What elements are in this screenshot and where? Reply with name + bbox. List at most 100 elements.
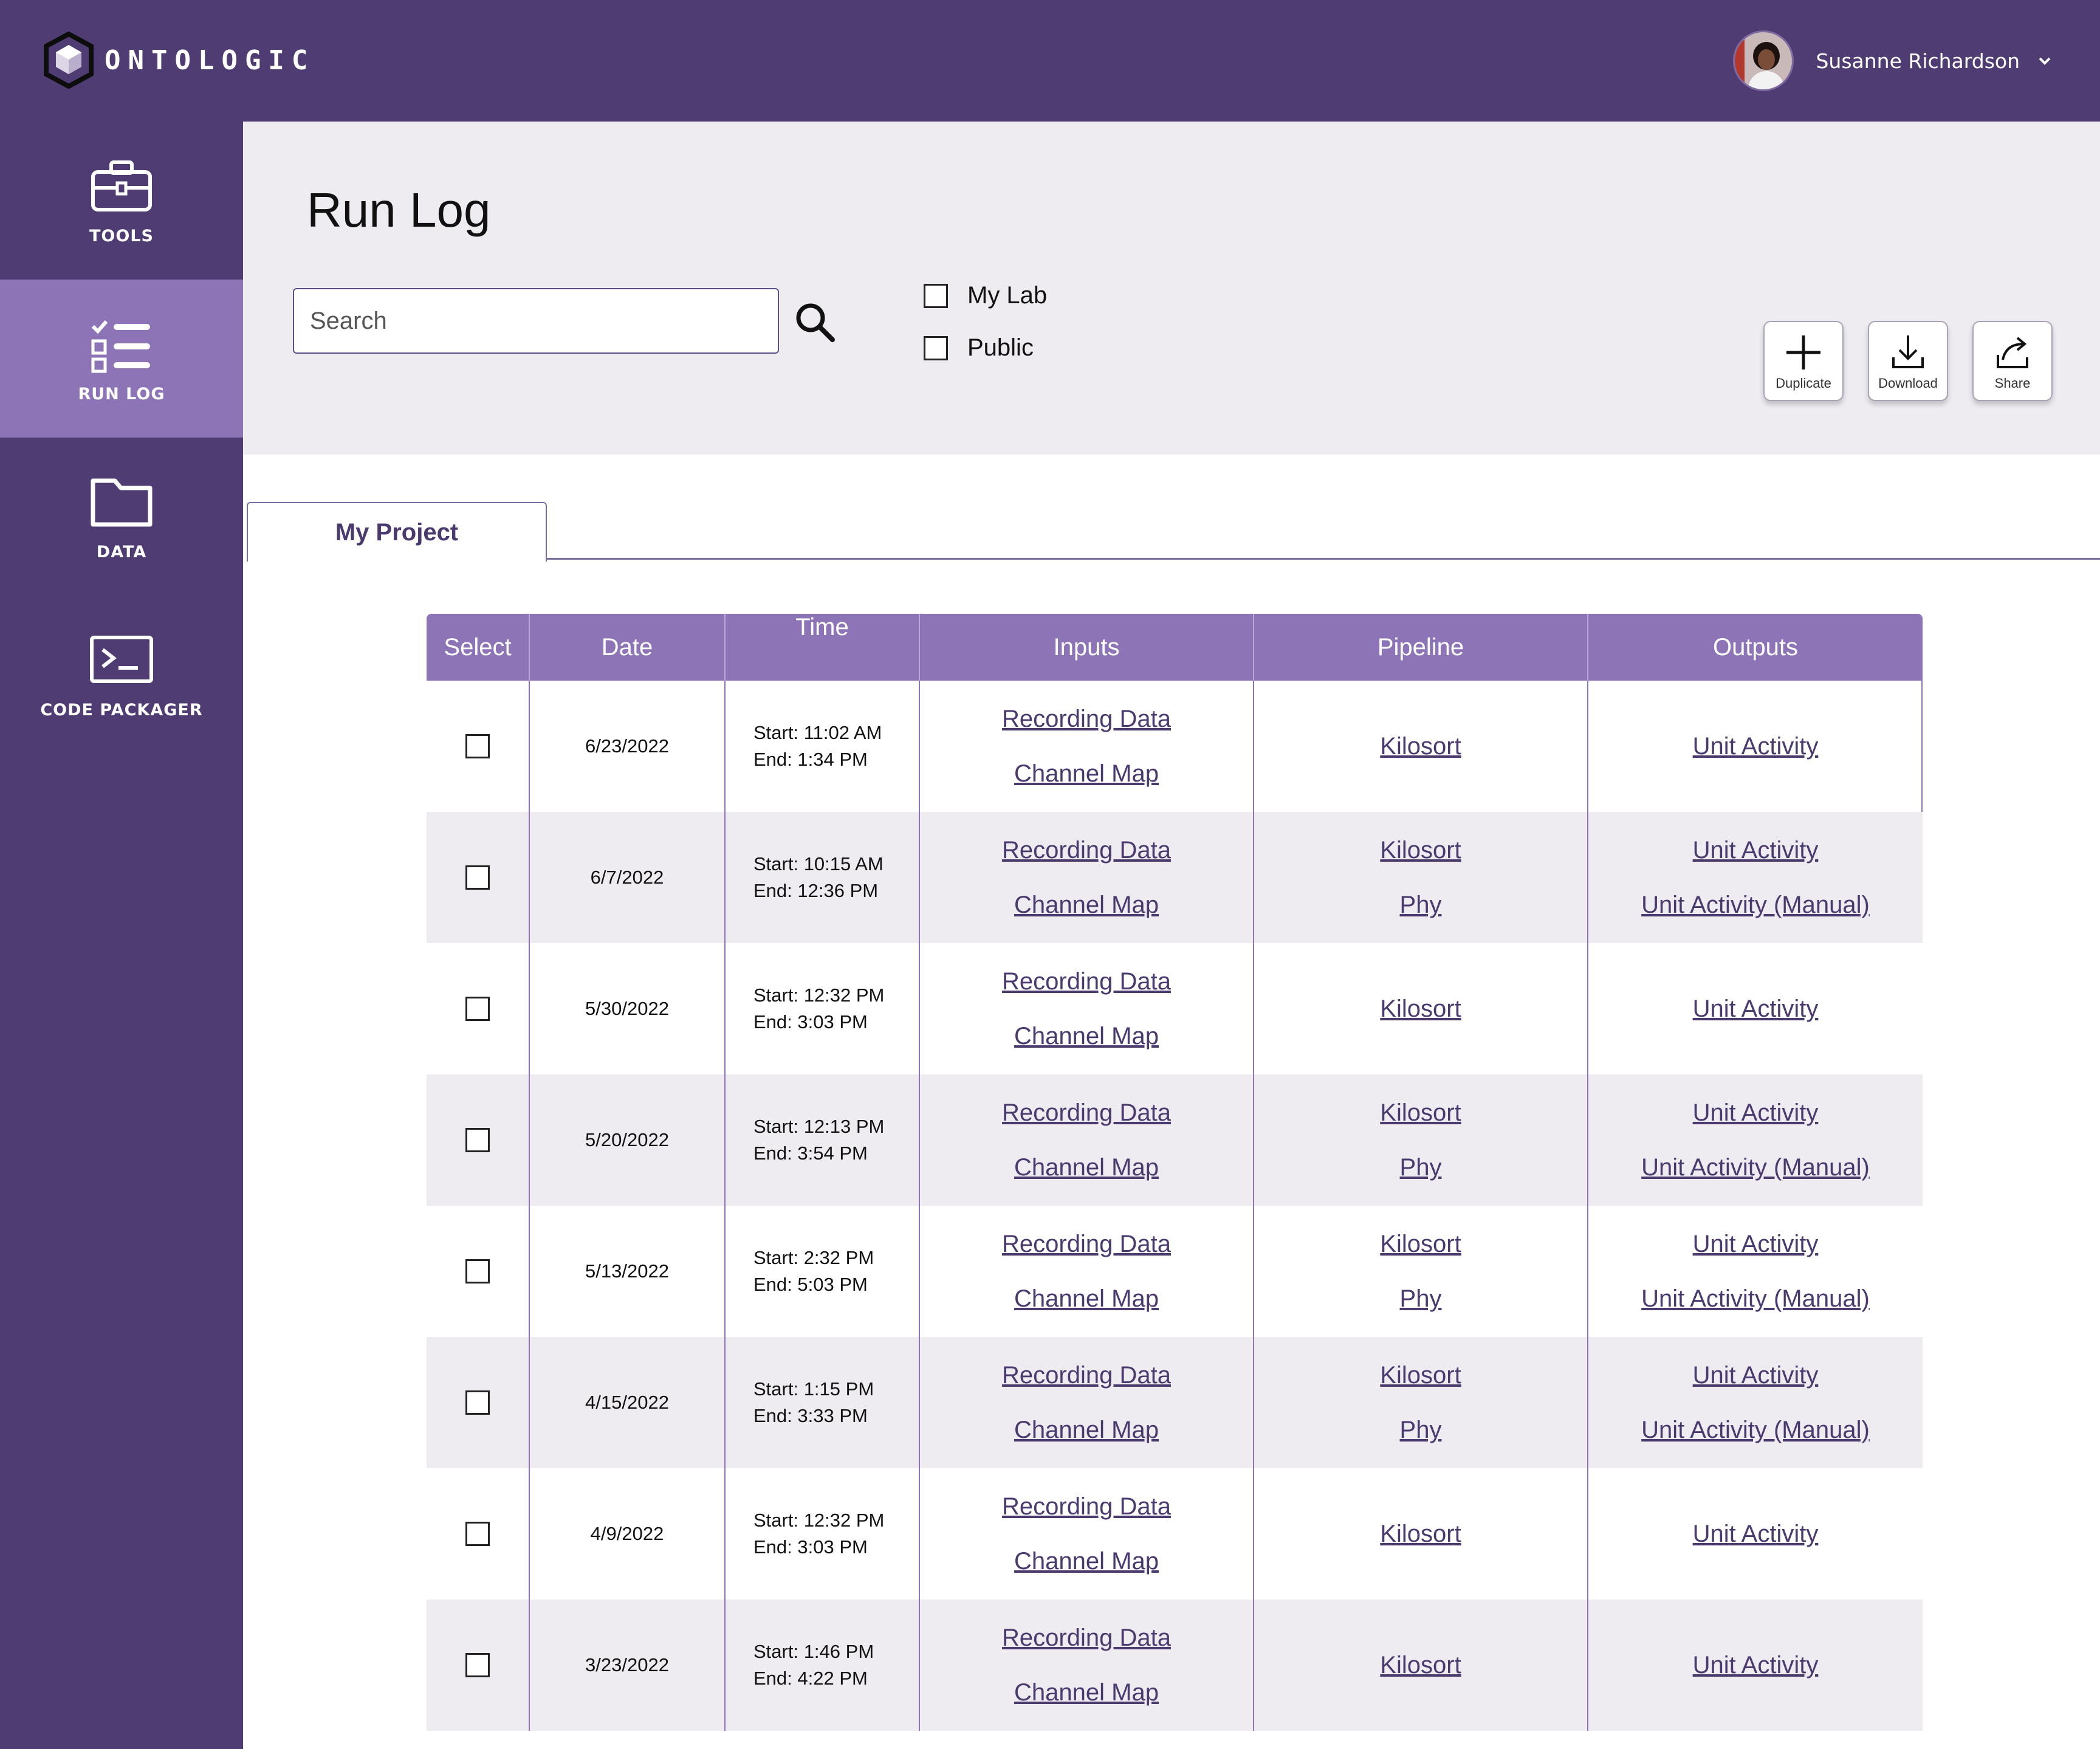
pipeline-link[interactable]: Kilosort <box>1380 1652 1461 1679</box>
outputs-link[interactable]: Unit Activity <box>1692 1362 1819 1389</box>
terminal-icon <box>90 635 153 683</box>
folder-icon <box>91 478 153 526</box>
select-cell <box>427 812 530 943</box>
sidebar-item-tools[interactable]: TOOLS <box>0 122 243 280</box>
brand-logo[interactable]: ONTOLOGIC <box>43 32 315 89</box>
row-select-checkbox[interactable] <box>465 1128 490 1152</box>
pipeline-link[interactable]: Kilosort <box>1380 1362 1461 1389</box>
inputs-cell: Recording Data Channel Map <box>920 1468 1254 1600</box>
pipeline-link[interactable]: Kilosort <box>1380 1520 1461 1547</box>
inputs-link[interactable]: Recording Data <box>1002 1362 1171 1389</box>
time-cell: Start: 12:13 PM End: 3:54 PM <box>726 1074 920 1206</box>
outputs-link[interactable]: Unit Activity (Manual) <box>1641 1417 1870 1443</box>
download-button[interactable]: Download <box>1868 321 1948 401</box>
pipeline-link[interactable]: Kilosort <box>1380 1231 1461 1257</box>
sidebar-item-run-log[interactable]: RUN LOG <box>0 280 243 438</box>
inputs-cell: Recording Data Channel Map <box>920 943 1254 1074</box>
my-lab-checkbox[interactable] <box>924 283 948 308</box>
inputs-cell: Recording Data Channel Map <box>920 812 1254 943</box>
outputs-link[interactable]: Unit Activity (Manual) <box>1641 1154 1870 1181</box>
table-header: Select Date Time Inputs Pipeline Outputs <box>427 614 1923 681</box>
pipeline-link[interactable]: Phy <box>1399 892 1442 918</box>
filter-my-lab[interactable]: My Lab <box>924 282 1047 309</box>
date-cell: 5/30/2022 <box>530 943 726 1074</box>
sidebar-item-label: DATA <box>96 542 147 562</box>
column-header-outputs[interactable]: Outputs <box>1712 633 1799 661</box>
page-header: Run Log My Lab Public Duplicate Download <box>243 122 2100 455</box>
sidebar: TOOLS RUN LOG DATA CODE PACKAGER <box>0 122 243 1749</box>
row-select-checkbox[interactable] <box>465 1653 490 1677</box>
run-end-time: End: 1:34 PM <box>753 749 868 770</box>
inputs-link[interactable]: Channel Map <box>1014 1548 1159 1575</box>
outputs-link[interactable]: Unit Activity <box>1692 733 1819 760</box>
inputs-link[interactable]: Channel Map <box>1014 1417 1159 1443</box>
outputs-link[interactable]: Unit Activity (Manual) <box>1641 892 1870 918</box>
pipeline-link[interactable]: Kilosort <box>1380 733 1461 760</box>
column-header-select[interactable]: Select <box>427 614 530 681</box>
search-icon[interactable] <box>794 301 836 343</box>
row-select-checkbox[interactable] <box>465 1390 490 1415</box>
inputs-link[interactable]: Recording Data <box>1002 1493 1171 1520</box>
inputs-link[interactable]: Recording Data <box>1002 706 1171 732</box>
user-name[interactable]: Susanne Richardson <box>1816 49 2020 73</box>
column-header-pipeline[interactable]: Pipeline <box>1254 614 1588 681</box>
tab-my-project[interactable]: My Project <box>247 502 547 562</box>
inputs-link[interactable]: Recording Data <box>1002 837 1171 864</box>
outputs-cell: Unit Activity Unit Activity (Manual) <box>1588 1074 1923 1206</box>
run-end-time: End: 5:03 PM <box>753 1274 868 1295</box>
pipeline-link[interactable]: Kilosort <box>1380 1099 1461 1126</box>
outputs-link[interactable]: Unit Activity <box>1692 1520 1819 1547</box>
run-end-time: End: 3:03 PM <box>753 1536 868 1558</box>
user-menu[interactable]: Susanne Richardson <box>1733 30 2051 91</box>
brand-name: ONTOLOGIC <box>105 44 315 76</box>
pipeline-link[interactable]: Phy <box>1399 1417 1442 1443</box>
inputs-link[interactable]: Channel Map <box>1014 1679 1159 1706</box>
row-select-checkbox[interactable] <box>465 1522 490 1546</box>
pipeline-link[interactable]: Phy <box>1399 1285 1442 1312</box>
outputs-link[interactable]: Unit Activity <box>1692 1099 1819 1126</box>
row-select-checkbox[interactable] <box>465 1259 490 1283</box>
inputs-link[interactable]: Recording Data <box>1002 1624 1171 1651</box>
share-button[interactable]: Share <box>1972 321 2053 401</box>
date-cell: 6/23/2022 <box>530 681 726 812</box>
inputs-link[interactable]: Channel Map <box>1014 760 1159 787</box>
time-cell: Start: 2:32 PM End: 5:03 PM <box>726 1206 920 1337</box>
run-date: 4/15/2022 <box>585 1392 669 1413</box>
run-end-time: End: 4:22 PM <box>753 1668 868 1689</box>
outputs-link[interactable]: Unit Activity (Manual) <box>1641 1285 1870 1312</box>
share-label: Share <box>1994 376 2031 391</box>
sidebar-item-code-packager[interactable]: CODE PACKAGER <box>0 596 243 754</box>
filter-public[interactable]: Public <box>924 334 1034 362</box>
inputs-link[interactable]: Channel Map <box>1014 892 1159 918</box>
pipeline-link[interactable]: Kilosort <box>1380 995 1461 1022</box>
run-date: 6/7/2022 <box>590 867 664 888</box>
time-cell: Start: 12:32 PM End: 3:03 PM <box>726 943 920 1074</box>
outputs-cell: Unit Activity Unit Activity (Manual) <box>1588 1206 1923 1337</box>
column-header-time[interactable]: Time <box>726 614 920 681</box>
outputs-link[interactable]: Unit Activity <box>1692 1652 1819 1679</box>
inputs-link[interactable]: Recording Data <box>1002 968 1171 995</box>
column-header-date[interactable]: Date <box>530 614 726 681</box>
chevron-down-icon[interactable] <box>2038 54 2051 67</box>
download-label: Download <box>1878 376 1938 391</box>
outputs-link[interactable]: Unit Activity <box>1692 837 1819 864</box>
sidebar-item-data[interactable]: DATA <box>0 438 243 596</box>
outputs-link[interactable]: Unit Activity <box>1692 1231 1819 1257</box>
inputs-link[interactable]: Channel Map <box>1014 1285 1159 1312</box>
duplicate-button[interactable]: Duplicate <box>1763 321 1844 401</box>
pipeline-link[interactable]: Kilosort <box>1380 837 1461 864</box>
outputs-link[interactable]: Unit Activity <box>1692 995 1819 1022</box>
pipeline-link[interactable]: Phy <box>1399 1154 1442 1181</box>
row-select-checkbox[interactable] <box>465 997 490 1021</box>
row-select-checkbox[interactable] <box>465 865 490 890</box>
search-input[interactable] <box>293 288 779 354</box>
avatar[interactable] <box>1733 30 1794 91</box>
inputs-link[interactable]: Channel Map <box>1014 1023 1159 1050</box>
inputs-link[interactable]: Recording Data <box>1002 1099 1171 1126</box>
inputs-link[interactable]: Recording Data <box>1002 1231 1171 1257</box>
inputs-link[interactable]: Channel Map <box>1014 1154 1159 1181</box>
column-header-inputs[interactable]: Inputs <box>920 614 1254 681</box>
public-checkbox[interactable] <box>924 335 948 360</box>
row-select-checkbox[interactable] <box>465 734 490 758</box>
date-cell: 5/13/2022 <box>530 1206 726 1337</box>
